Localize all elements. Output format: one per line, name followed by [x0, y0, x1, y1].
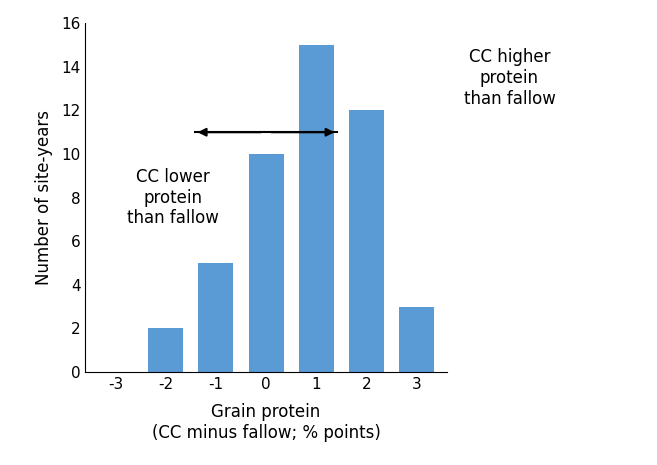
- Bar: [349, 111, 384, 372]
- Bar: [198, 263, 233, 372]
- Bar: [299, 45, 334, 372]
- Bar: [148, 328, 183, 372]
- Bar: [248, 154, 284, 372]
- X-axis label: Grain protein
(CC minus fallow; % points): Grain protein (CC minus fallow; % points…: [152, 403, 380, 442]
- Text: CC higher
protein
than fallow: CC higher protein than fallow: [464, 48, 555, 107]
- Bar: [399, 306, 434, 372]
- Text: CC lower
protein
than fallow: CC lower protein than fallow: [127, 168, 219, 227]
- Y-axis label: Number of site-years: Number of site-years: [35, 110, 53, 285]
